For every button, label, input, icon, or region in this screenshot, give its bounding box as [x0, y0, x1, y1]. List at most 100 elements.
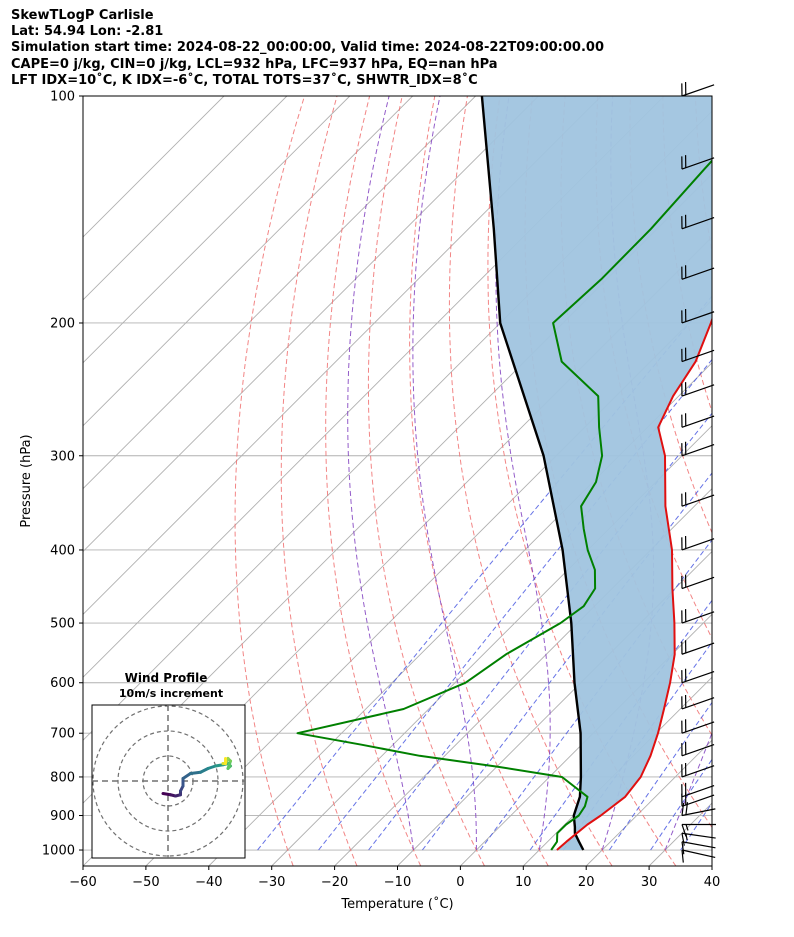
wind-barb-shaft [681, 157, 715, 170]
wind-barb [681, 719, 715, 734]
mixing-ratio-line [422, 472, 712, 851]
wind-barb-feather [685, 833, 688, 841]
wind-barb-shaft [681, 670, 715, 684]
wind-barb [681, 214, 715, 230]
y-tick-label: 600 [50, 676, 75, 691]
wind-barb-shaft [681, 538, 715, 551]
isotherm-line [711, 865, 712, 866]
x-tick-label: −10 [384, 875, 411, 890]
x-tick-label: 0 [456, 875, 464, 890]
wind-barb [681, 82, 715, 97]
y-tick-label: 200 [50, 316, 75, 331]
wind-barb-shaft [681, 721, 715, 734]
wind-barb [681, 792, 715, 807]
wind-barb [681, 849, 716, 863]
wind-barb-shaft [681, 642, 715, 655]
wind-barb-shaft [681, 216, 715, 230]
wind-barb [681, 741, 715, 757]
isotherm-line [145, 299, 712, 866]
header-indices-line: LFT IDX=10˚C, K IDX=-6˚C, TOTAL TOTS=37˚… [11, 72, 478, 88]
wind-barb-feather [685, 824, 689, 831]
header-location: Lat: 54.94 Lon: -2.81 [11, 24, 164, 40]
dry-adiabat-line [728, 96, 794, 866]
isotherm-line [83, 96, 288, 301]
hodograph-subtitle: 10m/s increment [119, 687, 223, 700]
wind-barb [681, 841, 716, 855]
moist-adiabat-line [412, 96, 477, 850]
cin-shading [481, 96, 712, 850]
chart-header: SkewTLogP Carlisle Lat: 54.94 Lon: -2.81… [11, 8, 604, 89]
wind-barb-shaft [681, 697, 715, 710]
wind-barb-shaft [681, 808, 716, 817]
temperature-profile-line [556, 316, 712, 851]
x-tick-label: −40 [195, 875, 222, 890]
header-cape-line: CAPE=0 j/kg, CIN=0 j/kg, LCL=932 hPa, LF… [11, 56, 498, 72]
y-tick-label: 400 [50, 543, 75, 558]
moist-adiabat-line [495, 96, 551, 851]
wind-barb [681, 832, 716, 846]
wind-barb-shaft [681, 349, 715, 363]
wind-barb [681, 155, 715, 170]
hodograph-plot [92, 705, 245, 858]
wind-barb [681, 640, 715, 655]
wind-barb-shaft [681, 611, 715, 624]
isotherm-line [83, 96, 414, 427]
dry-adiabat-line [325, 96, 422, 866]
x-tick-label: 20 [578, 875, 595, 890]
dry-adiabat-line [487, 96, 677, 866]
wind-barb-shaft [681, 849, 716, 858]
isotherm-line [397, 550, 712, 866]
wind-barb-shaft [681, 765, 715, 778]
hodograph-trace-segment [189, 770, 202, 775]
hodograph-title: Wind Profile [125, 671, 208, 685]
wind-barb [681, 347, 715, 363]
isotherm-line [334, 487, 712, 866]
wind-barb-shaft [681, 443, 715, 457]
dewpoint-profile-line [296, 159, 712, 851]
y-tick-label: 700 [50, 727, 75, 742]
wind-barb-feather [681, 849, 684, 863]
mixing-ratio-line [318, 358, 712, 851]
mixing-ratio-line [608, 701, 712, 851]
hodograph-trace-segment [181, 772, 192, 780]
wind-barb-feather [681, 824, 687, 837]
x-tick-label: 40 [704, 875, 721, 890]
isotherm-line [83, 96, 225, 238]
x-tick-label: −50 [132, 875, 159, 890]
wind-barb-shaft [681, 84, 715, 97]
dry-adiabat-line [280, 96, 358, 866]
wind-barb-feather [681, 802, 685, 816]
parcel-profile-line [480, 96, 585, 851]
wind-barb-shaft [681, 494, 715, 507]
wind-barb-shaft [681, 744, 715, 757]
wind-barb [681, 309, 715, 324]
y-tick-label: 1000 [42, 844, 75, 859]
dry-adiabat-line [662, 96, 712, 414]
y-tick-label: 300 [50, 449, 75, 464]
wind-barb-shaft [681, 267, 715, 280]
dry-adiabat-line [367, 96, 485, 866]
moist-adiabat-line [347, 96, 414, 851]
isotherm-line [83, 96, 602, 616]
isotherm-line [83, 96, 539, 553]
hodograph-inset: Wind Profile 10m/s increment [91, 671, 246, 859]
dry-adiabat-line [761, 96, 794, 866]
wind-barb [681, 441, 715, 457]
x-tick-label: 10 [515, 875, 532, 890]
wind-barb-shaft [681, 576, 715, 590]
wind-barb-feather [681, 841, 685, 855]
wind-barb [681, 492, 715, 507]
wind-barb [681, 413, 715, 428]
wind-barb [681, 609, 715, 624]
wind-barb [681, 762, 715, 778]
dry-adiabat-line [409, 96, 549, 866]
wind-barb-shaft [681, 832, 716, 839]
wind-barb [681, 823, 716, 837]
wind-barb-shaft [681, 841, 716, 849]
wind-barb-shaft [681, 794, 715, 807]
dry-adiabat-line [448, 96, 613, 866]
y-tick-label: 900 [50, 809, 75, 824]
x-tick-label: −20 [321, 875, 348, 890]
y-tick-label: 800 [50, 770, 75, 785]
